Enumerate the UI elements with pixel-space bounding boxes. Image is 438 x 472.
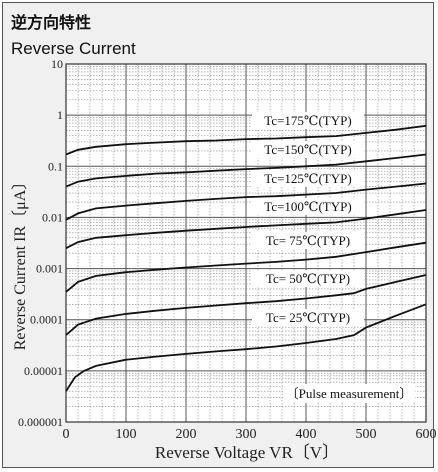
series-label: Tc=150℃(TYP) (264, 142, 351, 157)
series-label: Tc=125℃(TYP) (264, 171, 351, 186)
y-tick-label: 1 (57, 108, 63, 122)
pulse-measurement-annotation: 〔Pulse measurement〕 (286, 386, 413, 401)
y-tick-label: 0.00001 (24, 364, 63, 378)
series-label-background (252, 232, 364, 249)
chart-title: 逆方向特性 (11, 13, 92, 32)
series-label-background (252, 198, 364, 215)
x-tick-label: 600 (416, 427, 437, 442)
x-axis-label: Reverse Voltage VR〔V〕 (155, 443, 339, 462)
series-line (65, 303, 427, 392)
y-tick-label: 10 (51, 57, 63, 71)
series-line (65, 274, 427, 336)
series-label-background (252, 112, 364, 129)
series-label: Tc= 25℃(TYP) (266, 310, 350, 325)
y-tick-label: 0.001 (36, 262, 63, 276)
series-label: Tc=175℃(TYP) (264, 113, 351, 128)
annotation-background (283, 384, 415, 403)
series-line (65, 209, 427, 250)
series-line (65, 241, 427, 293)
x-tick-label: 400 (296, 427, 317, 442)
series-label-background (252, 270, 364, 287)
x-tick-label: 100 (116, 427, 137, 442)
series-line (65, 124, 427, 156)
x-tick-label: 300 (236, 427, 257, 442)
series-label: Tc= 75℃(TYP) (266, 233, 350, 248)
series-label: Tc= 50℃(TYP) (266, 271, 350, 286)
y-axis-label: Reverse Current IR〔μA〕 (11, 174, 29, 351)
x-tick-label: 500 (356, 427, 377, 442)
series-label-background (252, 309, 364, 326)
series-label: Tc=100℃(TYP) (264, 199, 351, 214)
x-tick-label: 0 (63, 427, 70, 442)
series-label-background (252, 170, 364, 187)
y-tick-label: 0.000001 (18, 415, 63, 429)
y-tick-label: 0.0001 (30, 313, 63, 327)
series-line (65, 182, 427, 221)
chart-subtitle: Reverse Current (11, 39, 136, 58)
series-label-background (252, 141, 364, 158)
y-tick-label: 0.01 (42, 210, 63, 224)
x-tick-label: 200 (176, 427, 197, 442)
series-line (65, 153, 427, 188)
y-tick-label: 0.1 (48, 159, 63, 173)
